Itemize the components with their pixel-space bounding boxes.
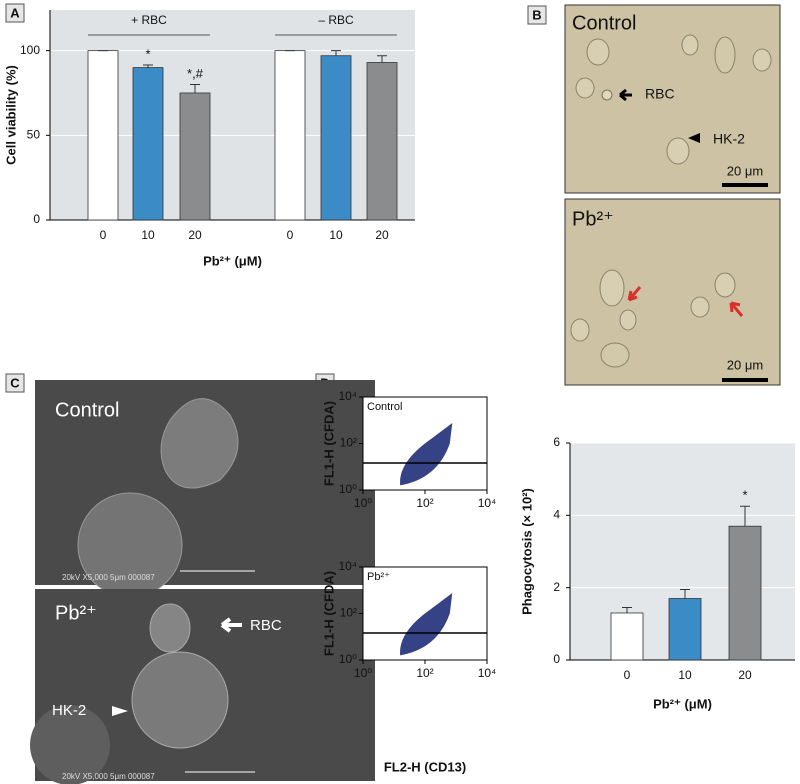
x-tick-label: 10 — [141, 228, 155, 242]
photo-annotation: HK-2 — [52, 702, 86, 719]
x-tick-label: 20 — [375, 228, 389, 242]
error-bar — [740, 505, 750, 527]
x-tick-label: 0 — [287, 228, 294, 242]
photo-control — [564, 4, 781, 194]
y-axis-label: FL1-H (CFDA) — [321, 401, 336, 486]
y-tick-label: 10⁰ — [339, 482, 357, 496]
x-tick-label: 10⁰ — [354, 666, 372, 680]
photo-annotation: HK-2 — [713, 131, 745, 147]
error-bar — [190, 84, 200, 93]
significance-label: * — [145, 46, 150, 61]
panel-label: B — [532, 7, 541, 22]
y-tick-label: 0 — [553, 652, 560, 666]
y-tick-label: 10² — [340, 606, 357, 620]
y-tick-label: 2 — [553, 580, 560, 594]
x-tick-label: 0 — [100, 228, 107, 242]
error-bar — [680, 588, 690, 599]
error-bar — [143, 64, 153, 68]
photo-pb — [564, 198, 781, 386]
group-label: – RBC — [318, 13, 354, 27]
y-tick-label: 4 — [553, 508, 560, 522]
bar — [320, 55, 352, 221]
y-tick-label: 0 — [33, 212, 40, 226]
photo-annotation: RBC — [645, 86, 675, 102]
bar — [610, 612, 644, 661]
significance-label: * — [742, 488, 747, 503]
x-tick-label: 10 — [678, 668, 692, 682]
bar — [366, 62, 398, 221]
y-tick-label: 6 — [553, 435, 560, 449]
y-tick-label: 10⁴ — [338, 559, 357, 573]
panel-label: C — [10, 375, 20, 390]
x-tick-label: 10² — [416, 666, 433, 680]
photo-title: Pb²⁺ — [572, 208, 614, 230]
x-axis-label: Pb²⁺ (μM) — [203, 253, 262, 268]
photo-annotation: RBC — [250, 617, 282, 634]
plot-title: Pb²⁺ — [367, 571, 390, 583]
y-tick-label: 10⁰ — [339, 652, 357, 666]
y-tick-label: 50 — [27, 127, 41, 141]
photo-title: Control — [55, 399, 119, 421]
x-tick-label: 10⁴ — [478, 496, 497, 510]
scale-bar-label: 20 μm — [727, 163, 763, 178]
error-bar — [622, 607, 632, 613]
panel-label-box — [527, 5, 547, 25]
scale-bar-label: 20 μm — [727, 357, 763, 372]
panel-label: A — [10, 5, 20, 20]
y-tick-label: 10² — [340, 436, 357, 450]
point-cloud — [400, 593, 453, 656]
plot-title: Control — [367, 401, 402, 413]
significance-label: *,# — [187, 66, 204, 81]
x-tick-label: 10 — [329, 228, 343, 242]
panel-label-box — [5, 3, 25, 23]
x-axis-label: Pb²⁺ (μM) — [653, 696, 712, 711]
bar — [179, 92, 211, 221]
x-tick-label: 0 — [624, 668, 631, 682]
photo-title: Pb²⁺ — [55, 602, 97, 624]
photo-title: Control — [572, 12, 636, 34]
sem-control — [35, 380, 375, 598]
group-label: + RBC — [131, 13, 167, 27]
x-tick-label: 10⁰ — [354, 496, 372, 510]
panel-label-box — [5, 373, 25, 393]
sem-footer: 20kV X5,000 5μm 000087 — [62, 772, 155, 781]
bar — [668, 598, 702, 661]
x-tick-label: 10² — [416, 496, 433, 510]
sem-pb — [30, 589, 375, 784]
x-tick-label: 10⁴ — [478, 666, 497, 680]
bar — [132, 67, 164, 221]
bar — [728, 525, 762, 661]
point-cloud — [400, 423, 453, 486]
y-axis-label: FL1-H (CFDA) — [321, 571, 336, 656]
y-axis-label: Phagocytosis (× 10²) — [519, 488, 534, 615]
bar — [274, 50, 306, 221]
error-bar — [331, 50, 341, 56]
y-tick-label: 100 — [20, 43, 40, 57]
bar — [87, 50, 119, 221]
x-tick-label: 20 — [738, 668, 752, 682]
x-tick-label: 20 — [188, 228, 202, 242]
x-axis-label: FL2-H (CD13) — [384, 759, 466, 774]
sem-footer: 20kV X5,000 5μm 000087 — [62, 573, 155, 582]
y-tick-label: 10⁴ — [338, 389, 357, 403]
y-axis-label: Cell viability (%) — [3, 65, 18, 165]
error-bar — [377, 55, 387, 63]
